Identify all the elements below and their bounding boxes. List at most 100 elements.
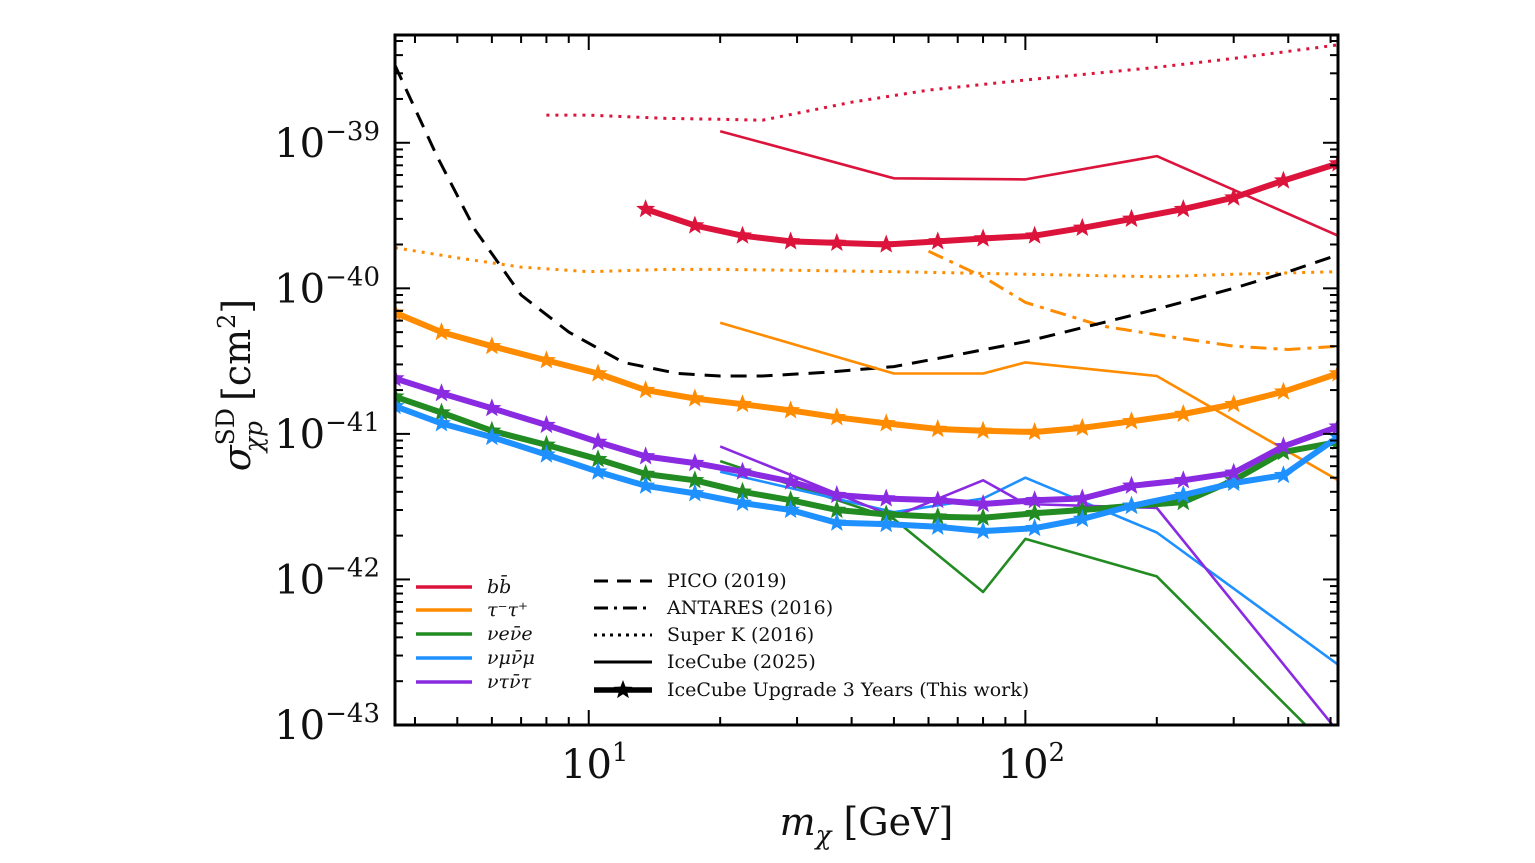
- x-tick-label: 102: [998, 738, 1065, 788]
- legend-entry-numu: νμν̄μ: [416, 647, 535, 669]
- marker-nutau: [395, 368, 405, 387]
- marker-bb: [1273, 170, 1293, 189]
- y-tick-label: 10−42: [274, 553, 380, 603]
- marker-nue: [536, 434, 556, 453]
- marker-nutau: [636, 446, 656, 465]
- marker-nutau: [876, 488, 896, 507]
- series-reference-dashed: [395, 64, 1338, 378]
- marker-nutau: [928, 490, 948, 509]
- marker-numu: [827, 512, 847, 531]
- x-axis-unit: [GeV]: [843, 800, 953, 844]
- marker-nue: [973, 507, 993, 526]
- legend-entry-nutau: ντν̄τ: [416, 671, 532, 693]
- legend-star-marker: [613, 680, 633, 699]
- marker-numu: [395, 396, 405, 415]
- marker-tautau: [1273, 381, 1293, 400]
- marker-nutau: [973, 494, 993, 513]
- legend-label-nutau: ντν̄τ: [487, 671, 532, 693]
- marker-nue: [781, 490, 801, 509]
- series-nutau-solid: [719, 445, 1335, 725]
- legend-channels: bb̄ τ⁻τ⁺ νeν̄e νμν̄μ ντν̄τ: [416, 574, 535, 693]
- marker-nutau: [685, 453, 705, 472]
- legend-label-upgrade: IceCube Upgrade 3 Years (This work): [667, 679, 1029, 701]
- marker-nue: [928, 506, 948, 525]
- marker-tautau: [536, 350, 556, 369]
- marker-nue: [733, 481, 752, 500]
- marker-nutau: [827, 485, 847, 504]
- marker-nue: [432, 402, 451, 421]
- legend-label-icecube: IceCube (2025): [667, 651, 816, 673]
- legend-styles: PICO (2019) ANTARES (2016) Super K (2016…: [594, 570, 1029, 701]
- series-numu-star: [395, 403, 1338, 535]
- marker-bb: [685, 215, 705, 234]
- marker-nue: [636, 464, 656, 483]
- y-axis-superscript: SD: [211, 408, 240, 445]
- legend-label-antares: ANTARES (2016): [666, 597, 833, 619]
- marker-nue: [685, 470, 705, 489]
- legend-label-superk: Super K (2016): [667, 624, 814, 646]
- legend-label-nue: νeν̄e: [487, 623, 533, 645]
- x-axis-subscript: χ: [814, 821, 834, 851]
- marker-tautau: [733, 394, 752, 413]
- y-tick-exp: −39: [325, 117, 380, 147]
- series-tautau-dotted: [395, 246, 1338, 279]
- x-tick-label: 101: [561, 738, 628, 788]
- marker-numu: [733, 493, 752, 512]
- marker-tautau: [1328, 363, 1338, 382]
- marker-tautau: [1025, 422, 1045, 441]
- marker-tautau: [482, 336, 502, 355]
- plot-frame: [393, 33, 1340, 727]
- marker-nue: [588, 449, 608, 468]
- marker-numu: [781, 500, 801, 519]
- marker-bb: [1072, 217, 1092, 236]
- marker-nue: [395, 386, 405, 405]
- y-tick-base: 10: [274, 266, 325, 312]
- marker-bb: [1025, 225, 1045, 244]
- marker-nutau: [1072, 488, 1092, 507]
- marker-numu: [876, 514, 896, 533]
- series-tautau-dashdot: [927, 249, 1338, 351]
- marker-nutau: [432, 383, 451, 402]
- marker-nutau: [1173, 470, 1193, 489]
- marker-tautau: [781, 400, 801, 419]
- legend-entry-antares: ANTARES (2016): [594, 597, 833, 619]
- marker-numu: [536, 444, 556, 463]
- marker-nutau: [1273, 436, 1293, 455]
- marker-bb: [973, 228, 993, 247]
- x-tick-labels: 101 102: [561, 738, 1065, 788]
- marker-numu: [973, 521, 993, 540]
- marker-bb: [827, 232, 847, 251]
- marker-tautau: [1173, 404, 1193, 423]
- marker-tautau: [973, 420, 993, 439]
- marker-tautau: [1122, 411, 1141, 430]
- marker-nue: [1273, 442, 1293, 461]
- legend-label-numu: νμν̄μ: [487, 647, 535, 669]
- marker-tautau: [928, 419, 948, 438]
- marker-tautau: [588, 363, 608, 382]
- marker-nue: [1025, 503, 1045, 522]
- marker-numu: [1072, 509, 1092, 528]
- legend-label-tautau: τ⁻τ⁺: [487, 599, 528, 621]
- marker-bb: [733, 225, 752, 244]
- legend-entry-bb: bb̄: [416, 574, 511, 598]
- marker-tautau: [876, 413, 896, 432]
- x-tick-exp: 1: [612, 738, 629, 768]
- marker-numu: [1173, 485, 1193, 504]
- marker-bb: [876, 234, 896, 253]
- series-layer: [395, 43, 1338, 725]
- marker-numu: [636, 475, 656, 494]
- marker-numu: [685, 483, 705, 502]
- x-tick-exp: 2: [1049, 738, 1066, 768]
- marker-nue: [1173, 492, 1193, 511]
- marker-bb: [1173, 199, 1193, 218]
- marker-tautau: [432, 322, 451, 341]
- marker-nutau: [1328, 416, 1338, 435]
- y-tick-base: 10: [274, 121, 325, 167]
- legend-entry-pico: PICO (2019): [594, 570, 787, 592]
- ticks-layer: [395, 35, 1338, 726]
- marker-numu: [1224, 473, 1244, 492]
- series-bb-solid: [719, 129, 1338, 237]
- legend-entry-icecube: IceCube (2025): [594, 651, 816, 673]
- marker-bb: [1122, 208, 1141, 227]
- y-tick-exp: −41: [325, 408, 380, 438]
